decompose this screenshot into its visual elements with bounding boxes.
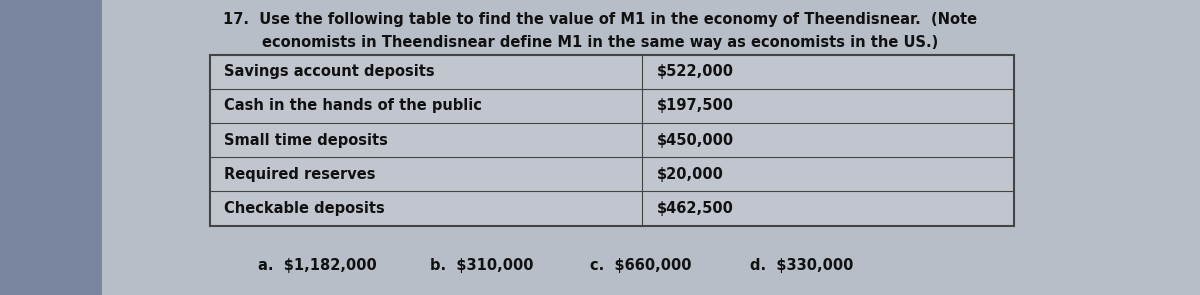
Text: $522,000: $522,000 [656,64,733,79]
Bar [0,0,102,295]
Text: d.  $330,000: d. $330,000 [750,258,853,273]
Text: Small time deposits: Small time deposits [224,133,389,148]
Text: Cash in the hands of the public: Cash in the hands of the public [224,99,482,113]
Text: $462,500: $462,500 [656,201,733,216]
Text: Savings account deposits: Savings account deposits [224,64,436,79]
Text: $197,500: $197,500 [656,99,733,113]
Text: Checkable deposits: Checkable deposits [224,201,385,216]
Text: economists in Theendisnear define M1 in the same way as economists in the US.): economists in Theendisnear define M1 in … [262,35,938,50]
Text: Required reserves: Required reserves [224,167,376,182]
Text: 17.  Use the following table to find the value of M1 in the economy of Theendisn: 17. Use the following table to find the … [223,12,977,27]
Text: $20,000: $20,000 [656,167,724,182]
Text: b.  $310,000: b. $310,000 [430,258,533,273]
Text: $450,000: $450,000 [656,133,733,148]
Text: a.  $1,182,000: a. $1,182,000 [258,258,377,273]
Bar [210,55,1014,226]
Text: c.  $660,000: c. $660,000 [590,258,692,273]
